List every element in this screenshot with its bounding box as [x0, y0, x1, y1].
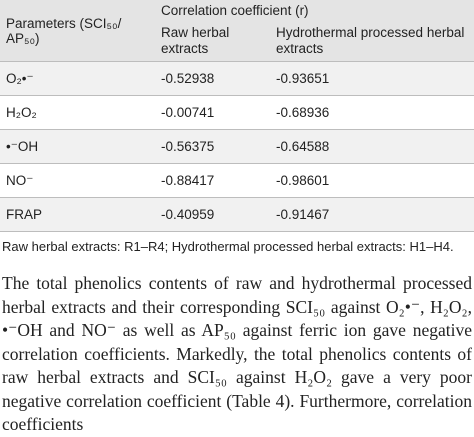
column-header: Raw herbal extracts [161, 25, 230, 56]
parameter-cell: O₂•⁻ [0, 61, 155, 96]
parameter-cell: H₂O₂ [0, 95, 155, 130]
value-cell: -0.52938 [155, 61, 270, 96]
value-cell: -0.93651 [270, 61, 474, 96]
value-cell: -0.56375 [155, 129, 270, 164]
value-cell: -0.98601 [270, 163, 474, 198]
value-cell: -0.88417 [155, 163, 270, 198]
parameter-cell: NO⁻ [0, 163, 155, 198]
value-cell: -0.91467 [270, 197, 474, 231]
table-row: O₂•⁻ -0.52938 -0.93651 [0, 61, 474, 96]
correlation-table: Parameters (SCI₅₀/ AP₅₀) Correlation coe… [0, 0, 474, 231]
value-cell: -0.68936 [270, 95, 474, 130]
table-row: H₂O₂ -0.00741 -0.68936 [0, 95, 474, 130]
group-header: Correlation coefficient (r) [161, 3, 309, 18]
table-row: FRAP -0.40959 -0.91467 [0, 197, 474, 231]
column-header: Hydrothermal processed herbal extracts [276, 25, 465, 56]
body-paragraph: The total phenolics contents of raw and … [2, 273, 472, 434]
value-cell: -0.64588 [270, 129, 474, 164]
parameter-cell: FRAP [0, 197, 155, 231]
table-row: NO⁻ -0.88417 -0.98601 [0, 163, 474, 198]
value-cell: -0.40959 [155, 197, 270, 231]
parameter-cell: •⁻OH [0, 129, 155, 164]
table-body: O₂•⁻ -0.52938 -0.93651 H₂O₂ -0.00741 -0.68936… [0, 61, 474, 231]
table-row: •⁻OH -0.56375 -0.64588 [0, 129, 474, 164]
table-note: Raw herbal extracts: R1–R4; Hydrothermal… [0, 231, 474, 272]
parameters-header: Parameters (SCI₅₀/ AP₅₀) [6, 15, 122, 46]
value-cell: -0.00741 [155, 95, 270, 130]
